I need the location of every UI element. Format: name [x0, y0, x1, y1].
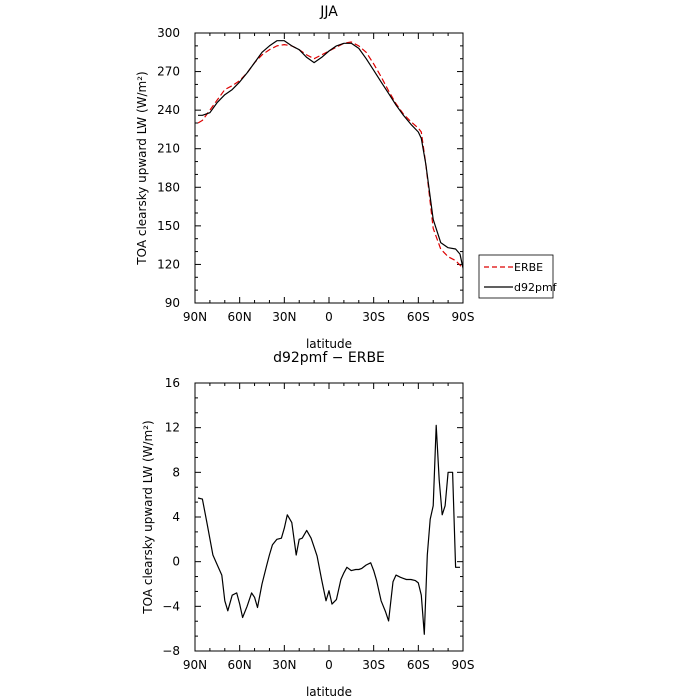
top-plot-frame: [194, 32, 464, 304]
bottom-x-axis-label: latitude: [306, 685, 352, 699]
legend-box: [478, 254, 554, 299]
bottom-x-tick-label: 30S: [362, 658, 385, 672]
bottom-y-tick-label: 12: [165, 421, 180, 435]
bottom-y-tick-label: 4: [172, 510, 180, 524]
top-y-tick-label: 270: [157, 65, 180, 79]
bottom-x-tick-label: 90N: [183, 658, 207, 672]
bottom-y-tick-label: 8: [172, 465, 180, 479]
top-x-tick-label: 30N: [272, 310, 296, 324]
top-x-tick-label: 60N: [228, 310, 252, 324]
bottom-series-group: [197, 424, 460, 635]
top-y-tick-label: 150: [157, 219, 180, 233]
top-y-tick-label: 300: [157, 26, 180, 40]
bottom-y-tick-label: 16: [165, 376, 180, 390]
top-chart: JJA 90N 60N 30N 0 30S 60S 90S 90 120 150 180 210 240…: [135, 4, 558, 351]
top-y-tick-label: 210: [157, 142, 180, 156]
top-x-tick-label: 60S: [407, 310, 430, 324]
bottom-axis-ticks: 90N 60N 30N 0 30S 60S 90S −8 −4 0 4 8 12 16: [162, 376, 474, 672]
bottom-series-line-0: [197, 424, 460, 635]
top-y-tick-label: 90: [165, 296, 180, 310]
top-x-tick-label: 0: [325, 310, 333, 324]
bottom-y-axis-label: TOA clearsky upward LW (W/m²): [141, 420, 155, 614]
top-chart-title: JJA: [319, 4, 338, 20]
legend-erbe-label: ERBE: [514, 261, 543, 274]
top-y-axis-label: TOA clearsky upward LW (W/m²): [135, 71, 149, 265]
top-x-tick-label: 90S: [452, 310, 475, 324]
bottom-chart-title: d92pmf − ERBE: [273, 350, 385, 366]
bottom-y-tick-label: −4: [162, 599, 180, 613]
bottom-y-tick-label: −8: [162, 644, 180, 658]
top-axis-ticks: 90N 60N 30N 0 30S 60S 90S 90 120 150 180 210 240 270 3…: [157, 26, 474, 324]
bottom-x-tick-label: 0: [325, 658, 333, 672]
top-x-tick-label: 90N: [183, 310, 207, 324]
bottom-x-tick-label: 90S: [452, 658, 475, 672]
bottom-chart: d92pmf − ERBE 90N 60N 30N 0 30S 60S 90S −8 −4 0 4 8…: [141, 350, 474, 699]
top-y-tick-label: 180: [157, 180, 180, 194]
top-x-tick-label: 30S: [362, 310, 385, 324]
bottom-x-tick-label: 60N: [228, 658, 252, 672]
legend: ERBE d92pmf: [478, 254, 558, 299]
bottom-y-tick-label: 0: [172, 555, 180, 569]
top-series-line-d92pmf: [198, 40, 464, 269]
top-y-tick-label: 120: [157, 257, 180, 271]
bottom-x-tick-label: 60S: [407, 658, 430, 672]
top-series-line-erbe: [197, 41, 464, 269]
top-series-group: [197, 40, 464, 269]
legend-d92pmf-label: d92pmf: [514, 281, 558, 294]
top-x-axis-label: latitude: [306, 337, 352, 351]
top-y-tick-label: 240: [157, 103, 180, 117]
bottom-x-tick-label: 30N: [272, 658, 296, 672]
